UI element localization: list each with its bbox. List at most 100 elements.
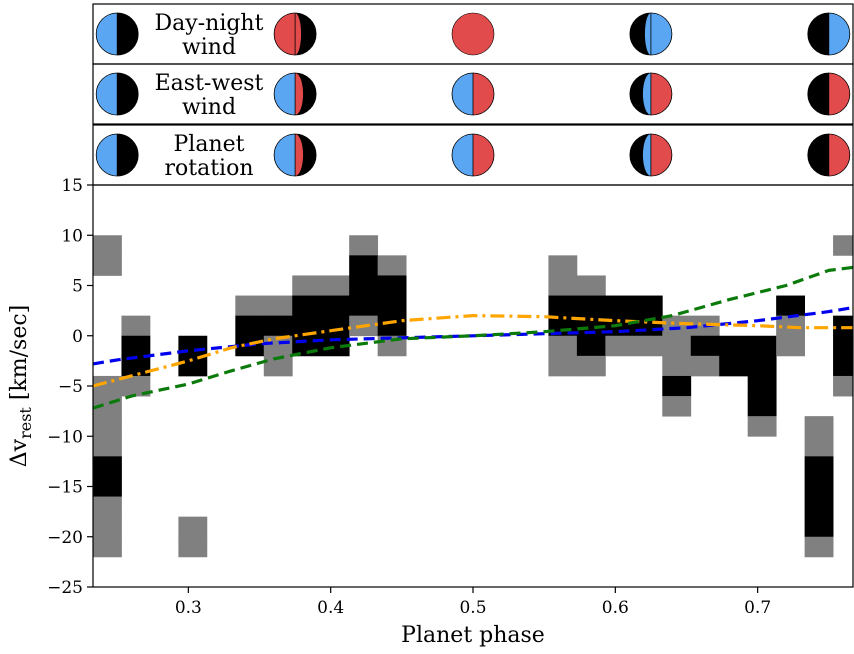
x-tick-label: 0.5: [459, 598, 486, 618]
x-tick-label: 0.3: [175, 598, 202, 618]
model-line-2: [92, 314, 853, 388]
y-tick-label: −10: [47, 427, 83, 447]
heatmap-cell-black: [320, 295, 350, 317]
heatmap-cell-gray: [93, 516, 122, 538]
schematic-row-label: wind: [182, 35, 236, 60]
heatmap-cell-gray: [747, 416, 777, 437]
heatmap-cell-gray: [93, 536, 122, 558]
heatmap-cell-gray: [93, 375, 122, 397]
heatmap-cell-gray: [93, 416, 122, 437]
heatmap-cell-gray: [804, 536, 834, 558]
heatmap-cell-black: [576, 335, 606, 357]
y-tick-label: −15: [47, 478, 83, 498]
heatmap-cell-black: [292, 315, 322, 337]
heatmap-cell-gray: [605, 335, 635, 357]
heatmap-cell-black: [93, 476, 122, 497]
heatmap-cell-gray: [93, 235, 122, 256]
planet-phase-icon: [807, 133, 851, 177]
heatmap-cell-gray: [662, 396, 692, 417]
y-axis-label-unit: [km/sec]: [7, 305, 32, 407]
heatmap-cell-black: [804, 516, 834, 538]
heatmap-cell-black: [719, 355, 749, 377]
y-tick-label: −25: [47, 578, 83, 598]
heatmap-cell-gray: [263, 295, 293, 317]
planet-phase-icon: [273, 72, 317, 116]
heatmap-cell-gray: [576, 355, 606, 377]
heatmap-cell-black: [377, 275, 407, 296]
heatmap-cell-black: [662, 375, 692, 397]
heatmap-cell-gray: [633, 335, 663, 357]
y-tick-label: 5: [72, 277, 83, 297]
heatmap-cell-gray: [178, 536, 208, 558]
heatmap-cell-black: [377, 315, 407, 337]
heatmap-cell-black: [719, 335, 749, 357]
heatmap-cell-gray: [377, 255, 407, 276]
y-axis-label: Δvrest [km/sec]: [7, 305, 35, 468]
planet-phase-icon: [451, 72, 495, 116]
y-axis-label-main: Δv: [7, 438, 32, 467]
planet-phase-icon: [95, 72, 139, 116]
heatmap-cell-black: [349, 275, 379, 296]
heatmap-cell-gray: [93, 255, 122, 276]
schematic-row-label: Day-night: [155, 11, 264, 36]
y-tick-label: −5: [58, 377, 83, 397]
heatmap-cell-gray: [178, 516, 208, 538]
x-tick-label: 0.4: [317, 598, 344, 618]
planet-phase-icon: [451, 12, 495, 56]
heatmap-cell-gray: [833, 235, 854, 256]
x-tick-label: 0.7: [744, 598, 771, 618]
schematic-row-label: Planet: [174, 132, 245, 157]
heatmap-cell-gray: [548, 355, 578, 377]
heatmap-cell-black: [804, 496, 834, 518]
heatmap-cell-black: [690, 335, 720, 357]
heatmap-cell-black: [349, 295, 379, 317]
model-line-1: [92, 306, 854, 366]
planet-phase-icon: [807, 72, 851, 116]
heatmap-cell-black: [377, 295, 407, 317]
planet-phase-icon: [629, 133, 673, 177]
x-axis-label: Planet phase: [401, 623, 545, 648]
schematic-row-frame: [92, 63, 854, 125]
model-line-3: [92, 265, 854, 410]
heatmap-cell-black: [178, 355, 208, 377]
heatmap-cell-gray: [320, 275, 350, 296]
planet-phase-icon: [273, 12, 317, 56]
heatmap-cell-black: [605, 295, 635, 317]
heatmap-cell-gray: [662, 315, 692, 337]
heatmap-cell-gray: [833, 375, 854, 397]
heatmap-cell-black: [747, 396, 777, 417]
heatmap-cell-gray: [662, 355, 692, 377]
planet-phase-icon: [629, 12, 673, 56]
heatmap-cell-black: [292, 295, 322, 317]
heatmap-cell-gray: [121, 375, 151, 397]
heatmap-cell-gray: [292, 275, 322, 296]
heatmap-cell-black: [93, 456, 122, 477]
x-tick-label: 0.6: [602, 598, 629, 618]
heatmap-cell-black: [548, 295, 578, 317]
planet-phase-icon: [273, 133, 317, 177]
schematic-row-label: rotation: [164, 156, 253, 181]
heatmap-cell-gray: [377, 335, 407, 357]
heatmap-cell-black: [576, 295, 606, 317]
schematic-row-label: wind: [182, 95, 236, 120]
y-axis-label-sub: rest: [16, 407, 35, 439]
heatmap-cell-black: [747, 355, 777, 377]
x-ticks: 0.3 0.4 0.5 0.6 0.7: [175, 587, 771, 618]
heatmap-cell-black: [804, 476, 834, 497]
heatmap-cell-black: [235, 315, 265, 337]
heatmap-cell-gray: [235, 295, 265, 317]
heatmap-cell-gray: [804, 436, 834, 457]
heatmap-cell-gray: [776, 335, 806, 357]
heatmap-cell-gray: [548, 335, 578, 357]
planet-phase-icon: [451, 133, 495, 177]
heatmap-cell-gray: [93, 436, 122, 457]
heatmap-cell-black: [633, 295, 663, 317]
heatmap-cell-black: [747, 375, 777, 397]
heatmap-cell-black: [833, 335, 854, 357]
heatmap-cell-black: [121, 355, 151, 377]
model-lines: [92, 265, 854, 410]
